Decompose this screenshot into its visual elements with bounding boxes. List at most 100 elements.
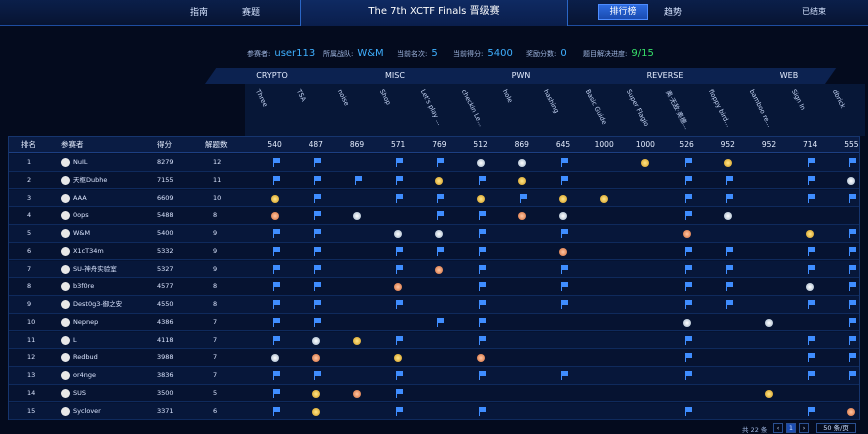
prev-page-button[interactable]: ‹: [773, 423, 783, 433]
challenge-score: 769: [432, 140, 447, 149]
table-row[interactable]: 3 AAA 6609 10: [9, 189, 859, 208]
flag-icon: [683, 246, 692, 257]
avatar: [61, 388, 70, 398]
flag-icon: [477, 300, 486, 310]
flag-icon: [724, 193, 733, 204]
category-web: WEB: [779, 71, 799, 80]
flag-icon: [806, 406, 816, 417]
gold-medal-icon: [311, 389, 321, 399]
solved-cell: 7: [213, 335, 218, 344]
flag-icon: [271, 388, 280, 399]
gold-medal-icon: [476, 194, 486, 204]
gold-medal-icon: [559, 194, 568, 204]
nav-ranking[interactable]: 排行榜: [598, 4, 648, 20]
flag-icon: [847, 229, 857, 239]
solved-cell: 9: [213, 264, 218, 273]
flag-icon: [271, 246, 280, 257]
nav-guide[interactable]: 指南: [190, 8, 209, 18]
bronze-medal-icon: [559, 247, 568, 257]
rank-cell: 7: [27, 264, 32, 273]
bronze-medal-icon: [394, 282, 403, 292]
flag-icon: [518, 193, 527, 204]
flag-icon: [806, 353, 816, 363]
flag-icon: [559, 175, 568, 186]
page-number[interactable]: 1: [786, 423, 796, 433]
bonus-stat: 奖励分数: 0: [526, 48, 567, 59]
bronze-medal-icon: [476, 353, 486, 363]
flag-icon: [683, 300, 692, 310]
rank-cell: 13: [27, 371, 36, 379]
bronze-medal-icon: [311, 353, 321, 363]
table-row[interactable]: 4 0ops 5488 8: [9, 207, 859, 225]
gold-medal-icon: [641, 158, 650, 168]
score-cell: 3371: [157, 406, 174, 415]
challenge-score: 952: [720, 140, 735, 149]
flag-icon: [683, 282, 692, 292]
avatar: [61, 353, 70, 363]
solved-cell: 8: [213, 300, 218, 308]
flag-icon: [477, 264, 486, 275]
rank-cell: 3: [27, 193, 32, 202]
table-row[interactable]: 5 W&M 5400 9: [9, 225, 859, 243]
table-row[interactable]: 13 or4nge 3836 7: [9, 367, 859, 385]
player-name: Nepnep: [73, 317, 99, 326]
flag-icon: [806, 335, 816, 346]
avatar: [61, 406, 70, 416]
header-player: 参赛者: [61, 140, 84, 149]
challenge-score: 512: [473, 140, 488, 149]
flag-icon: [394, 158, 404, 168]
flag-icon: [683, 371, 692, 381]
nav-trend[interactable]: 趋势: [664, 8, 683, 18]
flag-icon: [312, 371, 321, 381]
flag-icon: [435, 211, 445, 221]
solved-cell: 8: [213, 282, 218, 291]
table-row[interactable]: 9 Dest0g3-御之安 4550 8: [9, 296, 859, 314]
table-row[interactable]: 11 L 4118 7: [9, 331, 859, 350]
flag-icon: [477, 335, 486, 346]
table-row[interactable]: 12 Redbud 3988 7: [9, 349, 859, 367]
table-row[interactable]: 2 天枢Dubhe 7155 11: [9, 171, 859, 190]
rank-cell: 5: [27, 229, 32, 237]
table-row[interactable]: 6 X1cT34m 5332 9: [9, 242, 859, 261]
player-name: Redbud: [73, 353, 98, 362]
gold-medal-icon: [517, 176, 527, 186]
rank-cell: 4: [27, 211, 32, 220]
table-row[interactable]: 10 Nepnep 4386 7: [9, 313, 859, 332]
player-name: Dest0g3-御之安: [73, 300, 123, 308]
table-row[interactable]: 15 Syclover 3371 6: [9, 402, 859, 421]
table-row[interactable]: 7 SU-神舟实验室 5327 9: [9, 260, 859, 279]
flag-icon: [724, 264, 733, 275]
flag-icon: [806, 371, 816, 381]
table-row[interactable]: 8 b3f0re 4577 8: [9, 278, 859, 296]
flag-icon: [806, 246, 816, 257]
bronze-medal-icon: [682, 229, 692, 239]
player-name: SUS: [73, 388, 87, 397]
table-row[interactable]: 14 SUS 3500 5: [9, 384, 859, 403]
silver-medal-icon: [270, 353, 280, 363]
flag-icon: [312, 282, 321, 292]
flag-icon: [724, 300, 733, 310]
solved-cell: 9: [213, 246, 218, 255]
flag-icon: [312, 229, 321, 239]
flag-icon: [683, 335, 692, 346]
flag-icon: [847, 246, 857, 257]
flag-icon: [559, 229, 568, 239]
status-label: 已结束: [802, 7, 826, 16]
next-page-button[interactable]: ›: [799, 423, 809, 433]
flag-icon: [477, 406, 486, 417]
flag-icon: [683, 406, 692, 417]
flag-icon: [847, 158, 857, 168]
flag-icon: [847, 264, 857, 275]
silver-medal-icon: [723, 211, 733, 221]
per-page-select[interactable]: 50 条/页: [816, 423, 856, 433]
avatar: [61, 335, 70, 345]
flag-icon: [724, 282, 733, 292]
scoreboard-table: 排名 参赛者 得分 解题数 540 487 869 571 769 512 869 645 10…: [8, 136, 860, 421]
nav-challenges[interactable]: 赛题: [242, 8, 261, 18]
player-name: L: [73, 335, 77, 344]
flag-icon: [477, 371, 486, 381]
avatar: [61, 246, 70, 256]
table-row[interactable]: 1 NuIL 8279 12: [9, 154, 859, 172]
flag-icon: [559, 282, 568, 292]
flag-icon: [683, 264, 692, 275]
